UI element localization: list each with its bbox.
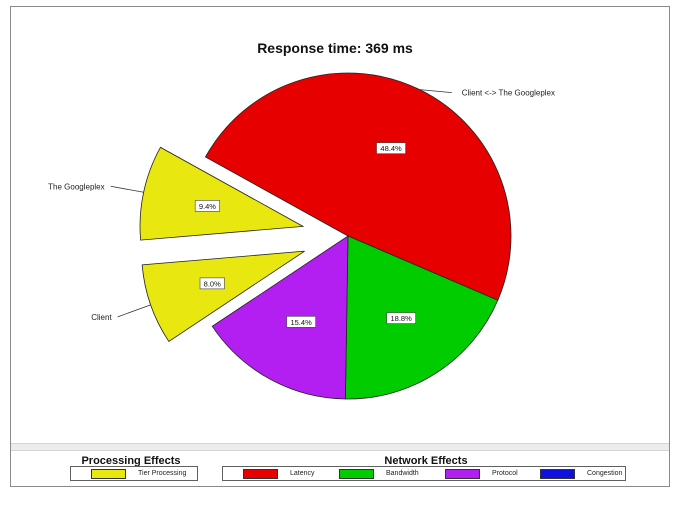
- value-label-3: 8.0%: [204, 279, 221, 288]
- pie-slice-4: [139, 146, 305, 241]
- value-label-box-3: [199, 277, 225, 290]
- chart-frame: Response time: 369 ms 48.4% Client <-> Th…: [10, 6, 670, 487]
- legend-label: Protocol: [492, 470, 518, 477]
- legend-swatch-latency: [243, 468, 278, 479]
- legend-label: Congestion: [587, 470, 623, 477]
- network-legend-title: Network Effects: [384, 455, 468, 467]
- category-label-4: The Googleplex: [48, 182, 104, 191]
- value-label-box-4: [194, 200, 220, 212]
- legend-swatch-bandwidth: [339, 468, 374, 479]
- value-label-4: 9.4%: [199, 202, 216, 211]
- value-label-0: 48.4%: [380, 144, 402, 153]
- leader-line-4: [110, 185, 144, 193]
- legend-label: Bandwidth: [386, 470, 419, 477]
- legend-swatch-tier-processing: [91, 468, 126, 479]
- network-legend: Latency Bandwidth Protocol Congestion: [222, 466, 626, 481]
- legend-entry-tier-processing: Tier Processing: [91, 468, 187, 479]
- pie-slice-2: [211, 235, 349, 400]
- value-label-box-2: [286, 316, 316, 328]
- leader-line-0: [419, 89, 452, 94]
- legend-label: Tier Processing: [138, 470, 187, 477]
- legend-entry-bandwidth: Bandwidth: [339, 468, 419, 479]
- pie-slice-1: [344, 235, 499, 400]
- legend-entry-latency: Latency: [243, 468, 315, 479]
- processing-legend-title: Processing Effects: [81, 455, 181, 467]
- chart-title: Response time: 369 ms: [257, 40, 413, 56]
- legend-entry-protocol: Protocol: [445, 468, 518, 479]
- pie-chart: Response time: 369 ms 48.4% Client <-> Th…: [48, 40, 555, 400]
- leader-line-3: [117, 304, 151, 318]
- value-label-box-0: [376, 142, 406, 154]
- value-label-2: 15.4%: [290, 318, 312, 327]
- value-label-1: 18.8%: [391, 314, 413, 323]
- legend-entry-congestion: Congestion: [540, 468, 623, 479]
- category-label-0: Client <-> The Googleplex: [462, 89, 555, 98]
- value-label-box-1: [386, 312, 416, 324]
- processing-legend: Tier Processing: [70, 466, 198, 481]
- category-label-3: Client: [91, 313, 112, 322]
- legend-swatch-protocol: [445, 468, 480, 479]
- legend-label: Latency: [290, 470, 315, 477]
- legend-swatch-congestion: [540, 468, 575, 479]
- legend-divider: [11, 443, 669, 451]
- pie-slice-0: [204, 72, 512, 301]
